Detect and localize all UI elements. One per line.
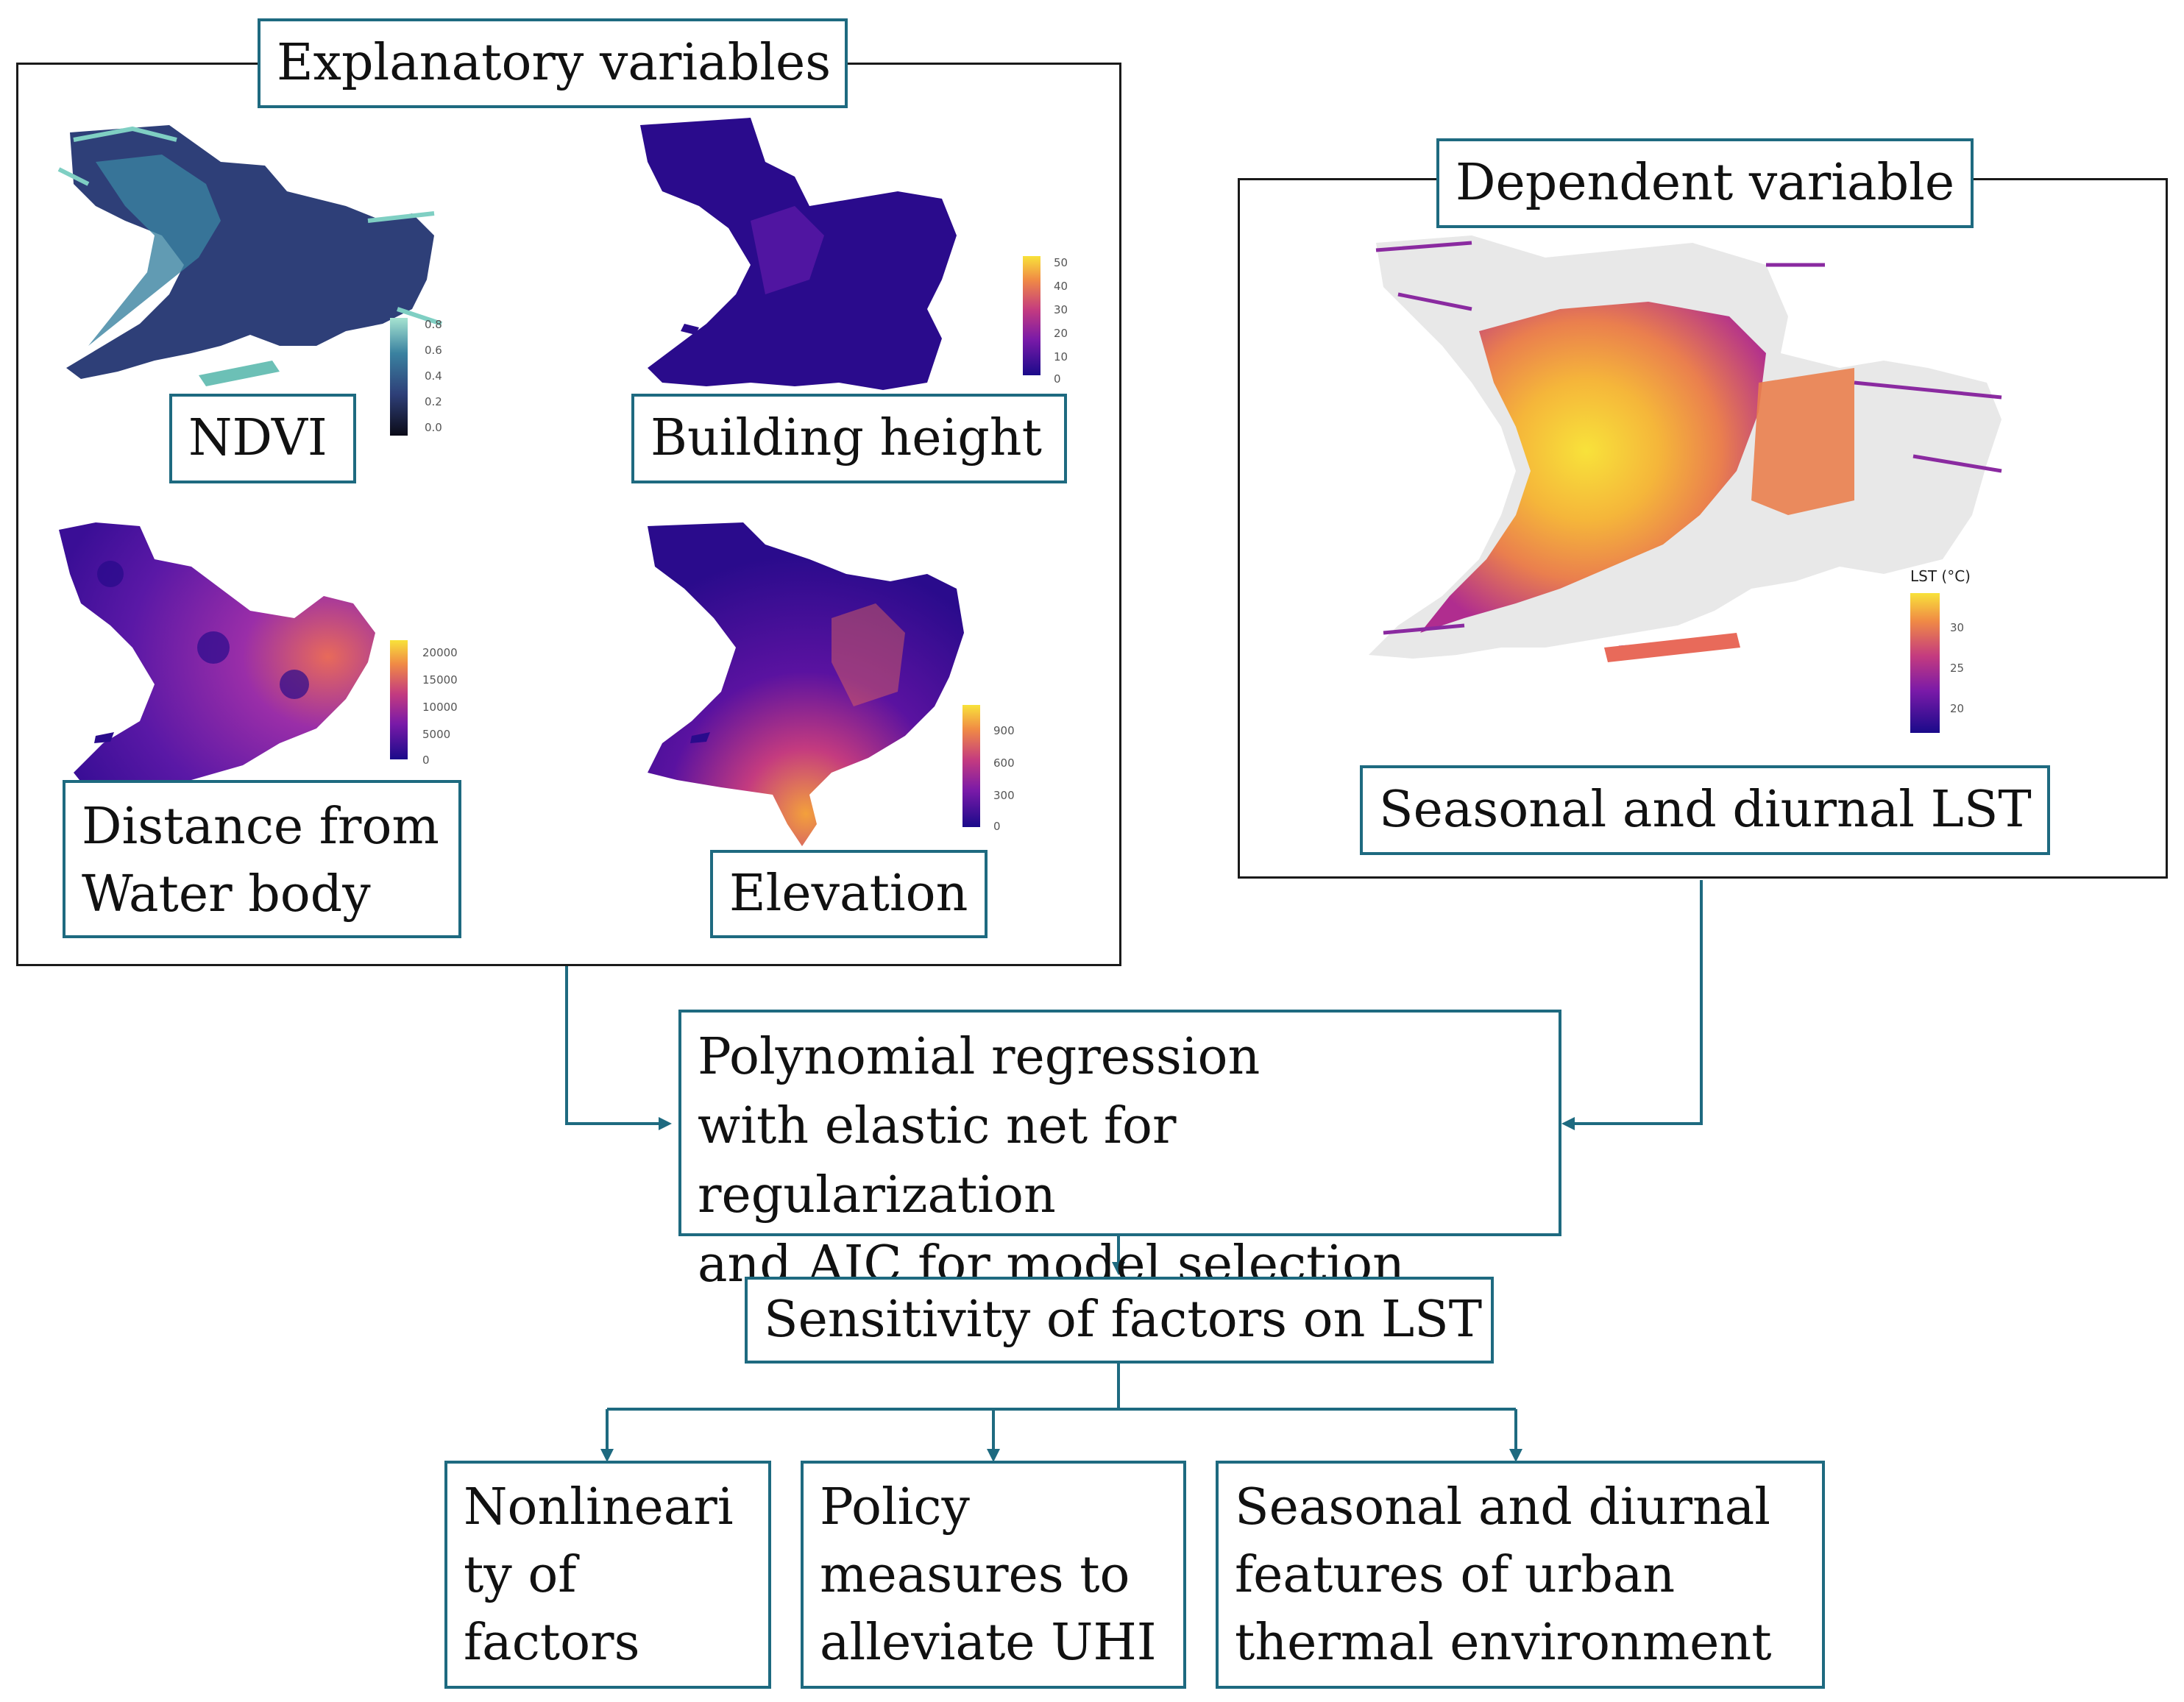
distance-tick: 5000	[422, 728, 450, 741]
building-height-colorbar: 50 40 30 20 10 0	[1054, 256, 1068, 386]
sensitivity-box: Sensitivity of factors on LST	[745, 1277, 1494, 1364]
outcome-policy-measures: Policy measures to alleviate UHI	[801, 1461, 1186, 1689]
elevation-tick: 900	[993, 724, 1015, 737]
lst-colorbar: LST (°C) 30 25 20	[1910, 567, 1971, 715]
elevation-tick: 600	[993, 756, 1015, 770]
distance-map	[59, 522, 408, 791]
outcome-nonlinearity: Nonlineari ty of factors	[444, 1461, 771, 1689]
outcome-seasonal-features: Seasonal and diurnal features of urban t…	[1216, 1461, 1825, 1689]
building-height-tick: 30	[1054, 303, 1068, 316]
building-height-tick: 20	[1054, 327, 1068, 340]
explanatory-variables-title: Explanatory variables	[258, 18, 848, 108]
ndvi-tick: 0.6	[425, 344, 442, 357]
elevation-tick: 300	[993, 789, 1015, 802]
building-height-tick: 10	[1054, 350, 1068, 364]
distance-label: Distance from Water body	[63, 780, 461, 938]
lst-tick: 20	[1950, 702, 1964, 715]
elevation-tick: 0	[993, 820, 1001, 833]
elevation-colorbar: 900 600 300 0	[993, 724, 1015, 833]
building-height-tick: 40	[1054, 280, 1068, 293]
building-height-tick: 0	[1054, 372, 1061, 386]
dependent-variable-title: Dependent variable	[1436, 138, 1974, 228]
lst-colorbar-title: LST (°C)	[1910, 567, 1971, 585]
distance-tick: 0	[422, 754, 430, 767]
lst-label: Seasonal and diurnal LST	[1360, 765, 2050, 855]
ndvi-tick: 0.2	[425, 395, 442, 408]
building-height-label: Building height	[631, 394, 1067, 483]
lst-map	[1369, 235, 2002, 733]
elevation-label: Elevation	[710, 850, 988, 938]
method-box: Polynomial regression with elastic net f…	[678, 1010, 1561, 1294]
ndvi-map	[57, 125, 442, 436]
lst-tick: 25	[1950, 662, 1964, 675]
ndvi-tick: 0.8	[425, 318, 442, 331]
elevation-map	[648, 522, 980, 846]
ndvi-colorbar: 0.8 0.6 0.4 0.2 0.0	[425, 318, 442, 434]
distance-tick: 10000	[422, 701, 458, 714]
distance-colorbar: 20000 15000 10000 5000 0	[422, 646, 458, 767]
building-height-map	[640, 118, 1040, 390]
distance-tick: 20000	[422, 646, 458, 659]
ndvi-tick: 0.0	[425, 421, 442, 434]
lst-tick: 30	[1950, 621, 1964, 634]
building-height-tick: 50	[1054, 256, 1068, 269]
ndvi-label: NDVI	[169, 394, 356, 483]
ndvi-tick: 0.4	[425, 369, 442, 383]
distance-tick: 15000	[422, 673, 458, 687]
